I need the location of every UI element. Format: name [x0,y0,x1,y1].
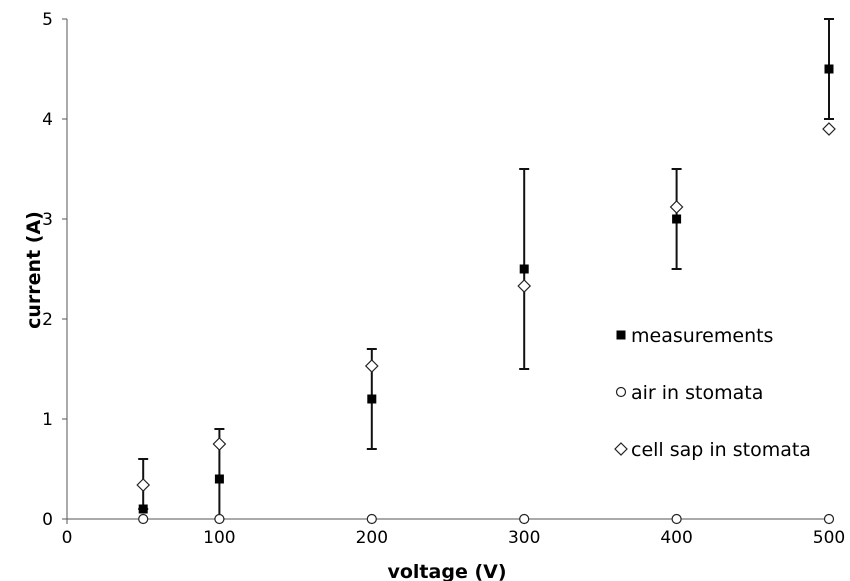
measurement-point [519,264,529,274]
x-tick-label: 500 [813,528,845,548]
measurement-point [138,504,148,514]
air-in-stomata-point [214,513,225,525]
y-tick-label: 3 [42,210,53,230]
y-tick-label: 1 [42,410,53,430]
measurement-point [214,474,224,484]
air-in-stomata-point [823,513,835,525]
x-tick-label: 200 [356,528,388,548]
cell-sap-point [212,437,227,451]
legend-cell-sap-in-stomata-label: cell sap in stomata [631,439,811,461]
y-tick-label: 4 [42,110,53,130]
measurement-point [367,394,377,404]
cell-sap-point [136,478,151,492]
air-in-stomata-point [671,513,682,525]
legend: measurements air in stomata cell sap in st… [614,325,811,461]
x-tick-label: 100 [203,528,235,548]
cell-sap-point [822,122,836,136]
legend-air-in-stomata-label: air in stomata [631,382,763,404]
air-in-stomata-point [138,513,149,525]
x-tick-label: 0 [62,528,73,548]
y-tick-label: 5 [42,10,53,30]
y-tick-label: 2 [42,310,53,330]
y-tick-label: 0 [42,510,53,530]
cell-sap-point [364,359,379,373]
measurement-point [672,214,682,224]
legend-cell-sap-in-stomata-marker [614,442,628,456]
air-in-stomata-point [366,513,377,525]
legend-measurements-label: measurements [631,325,773,347]
legend-measurements-marker [616,330,626,340]
cell-sap-point [517,279,532,293]
data-markers [136,64,836,525]
x-tick-label: 300 [508,528,540,548]
measurement-point [824,64,834,74]
axes: 0 1 2 3 4 5 0 100 200 300 400 500 [42,10,845,548]
x-axis-title: voltage (V) [387,561,506,581]
air-in-stomata-point [519,513,530,525]
y-axis-title: current (A) [23,211,45,329]
x-tick-label: 400 [660,528,692,548]
legend-air-in-stomata-marker [615,386,627,398]
cell-sap-point [669,200,684,214]
